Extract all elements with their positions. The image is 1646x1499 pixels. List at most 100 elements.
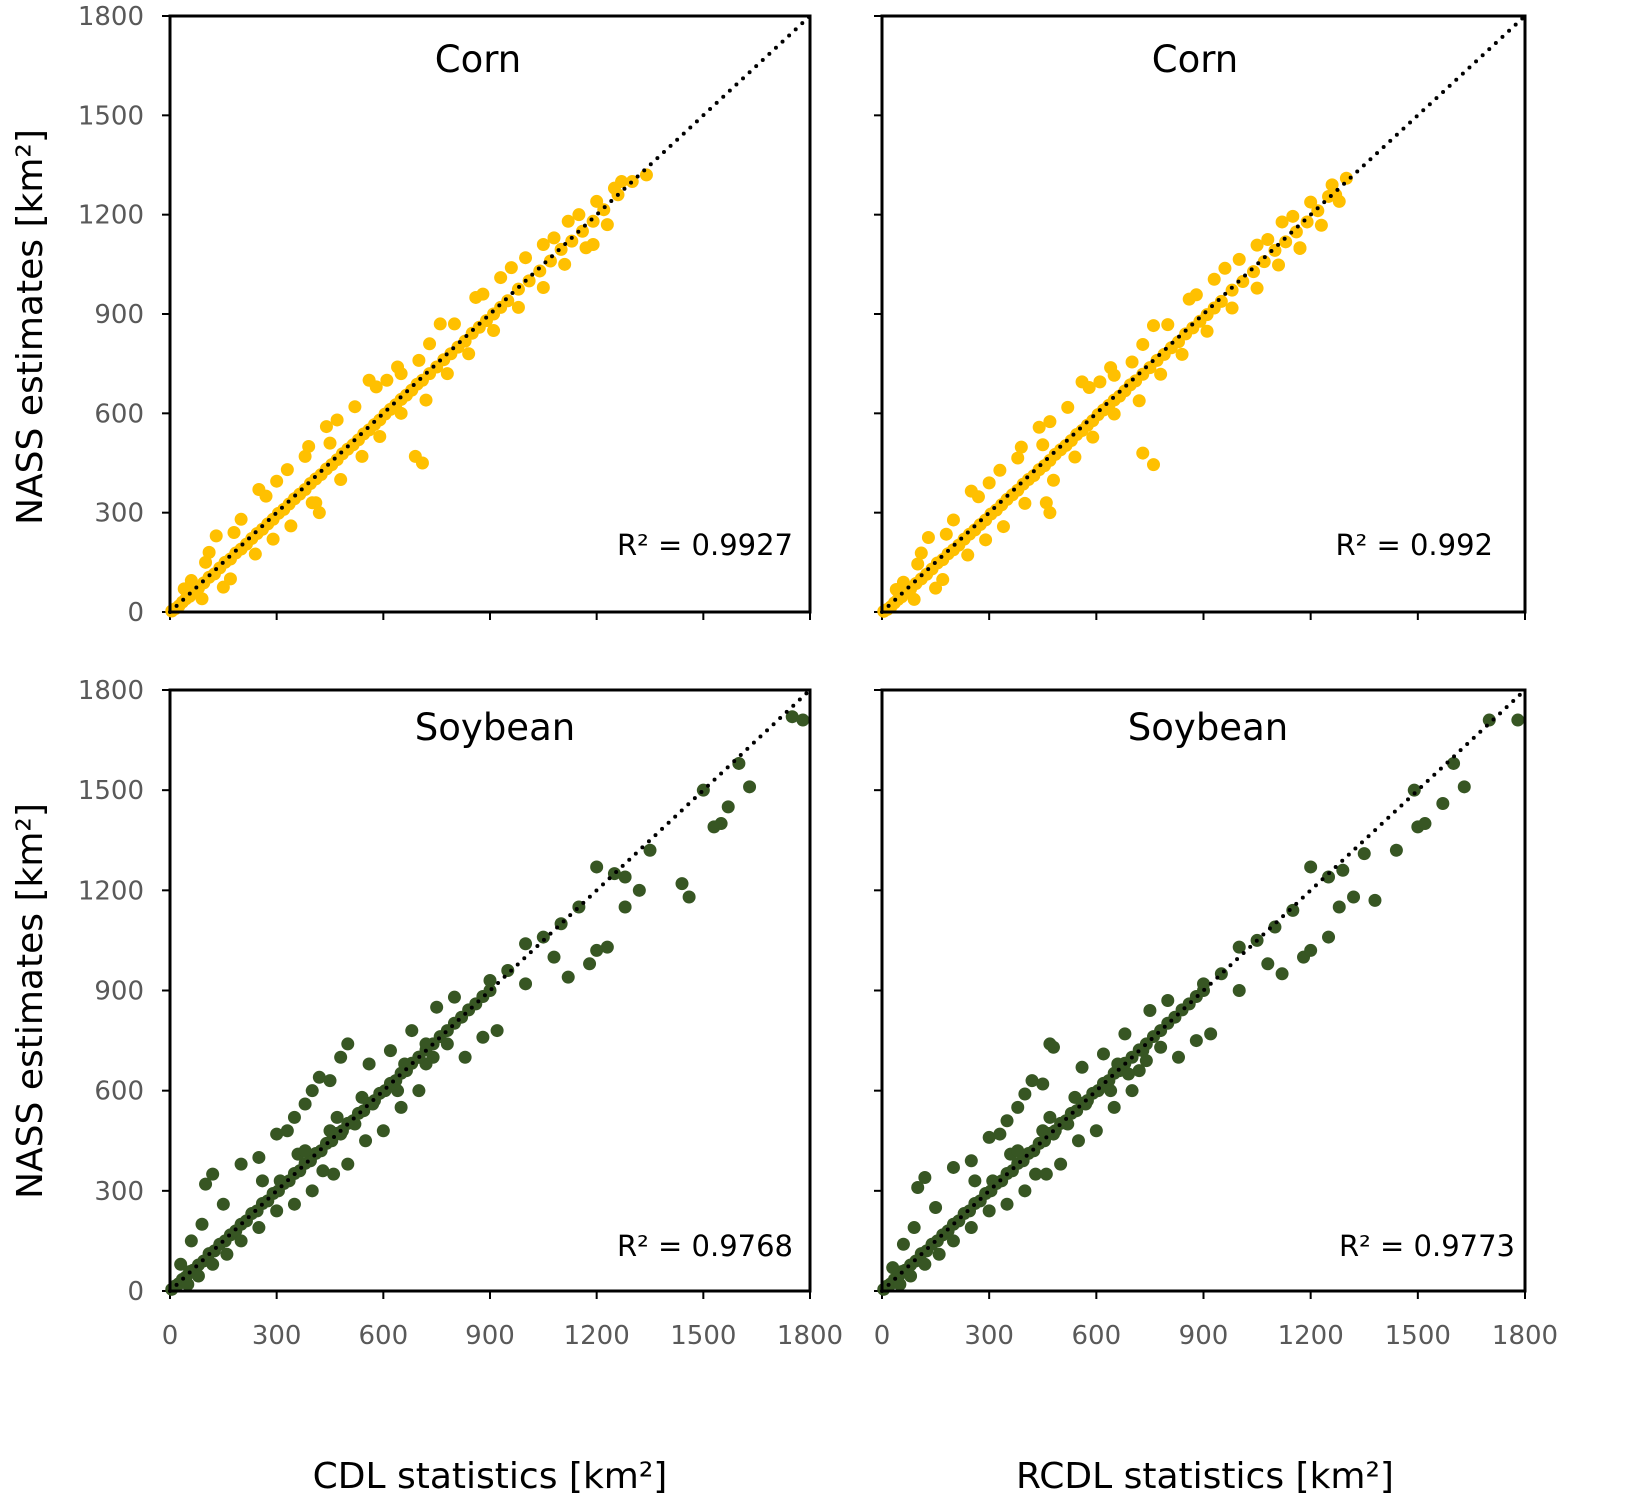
data-point [323,1074,337,1088]
data-point [607,867,621,881]
data-point [1146,458,1160,472]
data-point [1200,324,1214,338]
data-point [889,582,903,596]
data-point [982,1204,996,1218]
data-point [511,282,525,296]
data-point [1107,1100,1121,1114]
data-point [440,367,454,381]
data-point [1279,235,1293,249]
data-point [334,1050,348,1064]
data-point [1332,194,1346,208]
data-point [227,526,241,540]
data-point [1447,756,1461,770]
y-tick-label: 0 [127,598,144,628]
data-point [1043,1110,1057,1124]
data-point [1036,438,1050,452]
data-point [462,347,476,361]
data-point [483,973,497,987]
reference-line-1to1 [168,14,812,614]
data-point [1175,347,1189,361]
data-point [1039,1167,1053,1181]
data-point [1272,258,1286,272]
data-point [287,1197,301,1211]
data-point [914,546,928,560]
data-point [575,224,589,238]
data-point [1061,400,1075,414]
y-tick-label: 300 [94,499,144,529]
panel-2: Corn R² = 0.992 [874,14,1527,620]
data-point [405,1024,419,1038]
data-point [234,1234,248,1248]
data-point [1154,367,1168,381]
data-point [982,1130,996,1144]
data-point [287,1110,301,1124]
data-point [1347,890,1361,904]
panel-3: 0 300 600 900 1200 1500 1800 0 300 600 900 1200 1500… [78,676,843,1351]
data-point [618,870,632,884]
x-tick-label: 300 [964,1321,1014,1351]
data-point [1304,860,1318,874]
data-point [1089,1124,1103,1138]
data-point [1171,1050,1185,1064]
data-point [380,373,394,387]
x-axis-title-right: RCDL statistics [km²] [1016,1456,1394,1497]
data-point [1322,870,1336,884]
data-point [209,529,223,543]
data-point [1268,920,1282,934]
data-point [195,1217,209,1231]
data-point [1311,204,1325,218]
data-point [547,950,561,964]
data-point [1132,1064,1146,1078]
data-point [519,977,533,991]
x-tick-label: 1500 [1385,1321,1451,1351]
data-point [1300,215,1314,229]
data-point [330,413,344,427]
data-point [1018,496,1032,510]
data-point [312,1070,326,1084]
data-point [961,548,975,562]
scatter-points [165,168,653,618]
data-point [394,1100,408,1114]
x-axis-title-left: CDL statistics [km²] [313,1456,668,1497]
data-point [1161,994,1175,1008]
data-point [929,1201,943,1215]
y-tick-label: 600 [94,399,144,429]
data-point [362,1057,376,1071]
x-tick-label: 900 [465,1321,515,1351]
data-point [355,1090,369,1104]
data-point [447,990,461,1004]
panel-title: Corn [435,38,521,81]
data-point [1132,394,1146,408]
data-point [590,943,604,957]
data-point [1046,1127,1060,1141]
data-point [511,300,525,314]
data-point [579,241,593,255]
data-point [1107,407,1121,421]
data-point [174,1257,188,1271]
data-point [490,1024,504,1038]
data-point [1036,1124,1050,1138]
x-tick-label: 0 [162,1321,179,1351]
data-point [302,439,316,453]
data-point [643,843,657,857]
x-tick-label: 1200 [1278,1321,1344,1351]
data-point [1250,281,1264,295]
data-point [1136,1044,1150,1058]
data-point [993,463,1007,477]
data-point [1046,473,1060,487]
data-point [1029,1167,1043,1181]
data-point [1418,817,1432,831]
data-point [1332,900,1346,914]
reference-line-1to1 [880,14,1527,614]
x-tick-label: 0 [874,1321,891,1351]
data-point [1032,420,1046,434]
data-point [1118,1027,1132,1041]
data-point [270,1204,284,1218]
plot-frame [168,688,812,1293]
data-point [590,860,604,874]
data-point [199,1177,213,1191]
data-point [1325,178,1339,192]
data-point [946,1160,960,1174]
data-point [932,1247,946,1261]
data-point [319,420,333,434]
